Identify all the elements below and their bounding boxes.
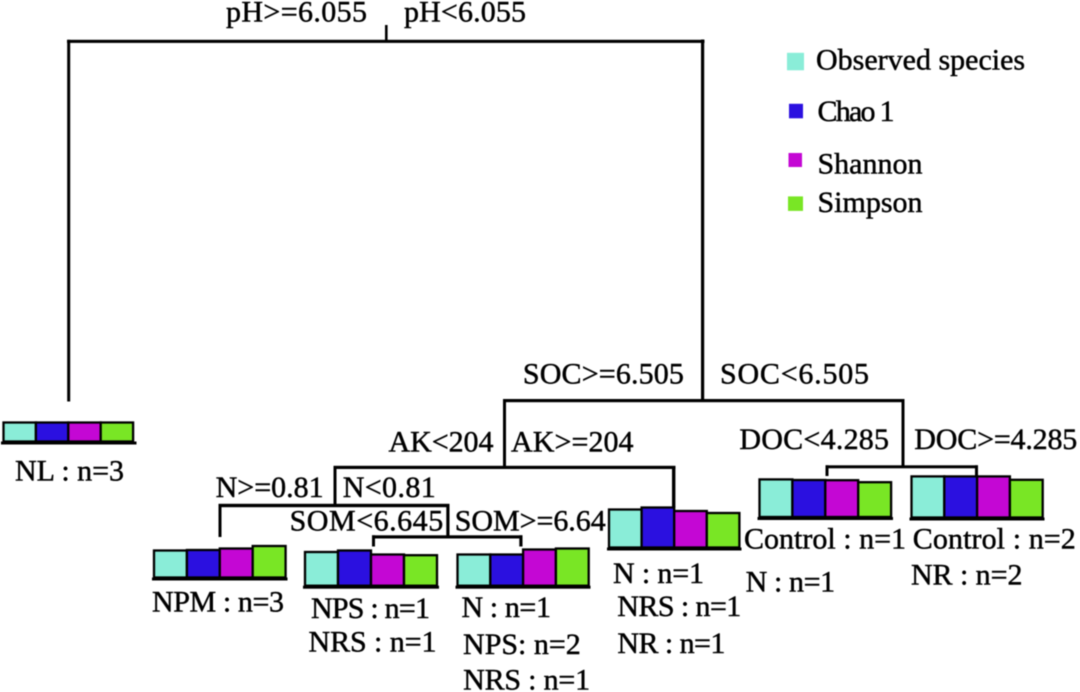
- svg-text:Control : n=1: Control : n=1: [744, 522, 906, 555]
- svg-text:SOM>=6.64: SOM>=6.64: [455, 504, 606, 537]
- svg-text:NRS : n=1: NRS : n=1: [617, 590, 741, 623]
- svg-text:Shannon: Shannon: [818, 147, 923, 180]
- svg-text:DOC>=4.285: DOC>=4.285: [914, 423, 1077, 456]
- svg-text:NL : n=3: NL : n=3: [15, 455, 124, 488]
- svg-text:NR : n=1: NR : n=1: [617, 627, 725, 660]
- svg-text:SOC<6.505: SOC<6.505: [720, 358, 869, 391]
- svg-text:N>=0.81: N>=0.81: [216, 471, 324, 504]
- svg-text:DOC<4.285: DOC<4.285: [739, 423, 889, 456]
- svg-text:N : n=1: N : n=1: [746, 566, 836, 599]
- svg-text:pH>=6.055: pH>=6.055: [226, 0, 367, 28]
- svg-text:NRS : n=1: NRS : n=1: [463, 664, 590, 692]
- svg-text:Simpson: Simpson: [818, 186, 923, 219]
- svg-text:pH<6.055: pH<6.055: [404, 0, 526, 28]
- svg-text:AK>=204: AK>=204: [511, 425, 634, 458]
- svg-text:Chao 1: Chao 1: [818, 95, 895, 128]
- svg-text:SOC>=6.505: SOC>=6.505: [523, 358, 684, 391]
- svg-text:NPS: n=2: NPS: n=2: [463, 628, 581, 661]
- svg-text:Observed species: Observed species: [816, 43, 1025, 76]
- svg-text:Control : n=2: Control : n=2: [913, 522, 1076, 555]
- svg-text:NPS : n=1: NPS : n=1: [311, 592, 430, 625]
- svg-text:N<0.81: N<0.81: [343, 471, 436, 504]
- svg-text:NR : n=2: NR : n=2: [911, 559, 1022, 592]
- svg-text:NPM : n=3: NPM : n=3: [152, 585, 284, 618]
- svg-text:NRS : n=1: NRS : n=1: [309, 625, 437, 658]
- svg-text:SOM<6.645: SOM<6.645: [290, 504, 444, 537]
- svg-text:AK<204: AK<204: [389, 425, 494, 458]
- svg-text:N : n=1: N : n=1: [613, 557, 704, 590]
- svg-text:N : n=1: N : n=1: [461, 591, 551, 624]
